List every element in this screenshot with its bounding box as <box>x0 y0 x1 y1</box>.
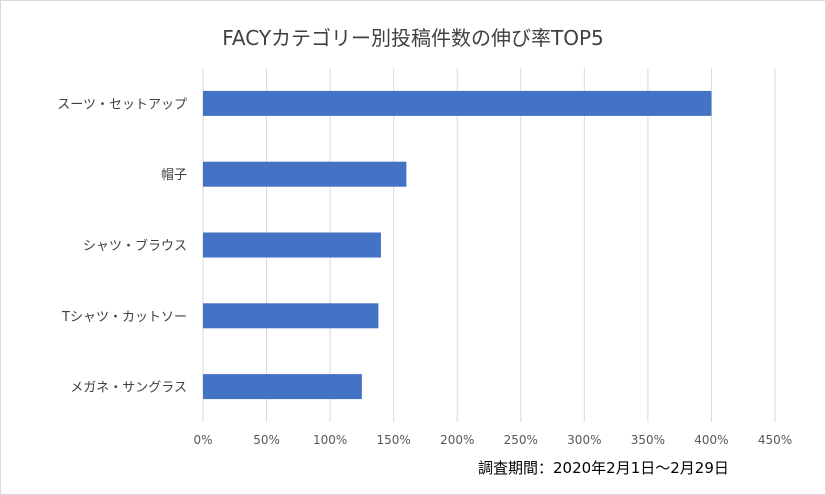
category-label-3: Tシャツ・カットソー <box>61 310 187 325</box>
chart-title: FACYカテゴリー別投稿件数の伸び率TOP5 <box>222 26 604 50</box>
bar-3 <box>203 303 379 329</box>
x-tick-label-6: 300% <box>567 433 601 447</box>
survey-period-note: 調査期間：2020年2月1日〜2月29日 <box>478 459 729 477</box>
x-tick-label-7: 350% <box>631 433 665 447</box>
category-label-0: スーツ・セットアップ <box>57 97 187 112</box>
category-label-4: メガネ・サングラス <box>70 381 187 396</box>
category-label-2: シャツ・ブラウス <box>83 238 187 254</box>
x-tick-label-9: 450% <box>758 433 792 447</box>
bar-0 <box>203 90 712 116</box>
bar-1 <box>203 161 407 187</box>
bar-4 <box>203 374 362 400</box>
x-tick-label-0: 0% <box>193 433 212 447</box>
x-tick-label-5: 250% <box>504 433 538 447</box>
x-tick-label-8: 400% <box>694 433 728 447</box>
x-tick-label-2: 100% <box>313 433 347 447</box>
x-tick-label-1: 50% <box>253 433 280 447</box>
x-tick-label-4: 200% <box>440 433 474 447</box>
x-tick-label-3: 150% <box>377 433 411 447</box>
category-label-1: 帽子 <box>161 167 187 183</box>
bar-2 <box>203 232 381 258</box>
